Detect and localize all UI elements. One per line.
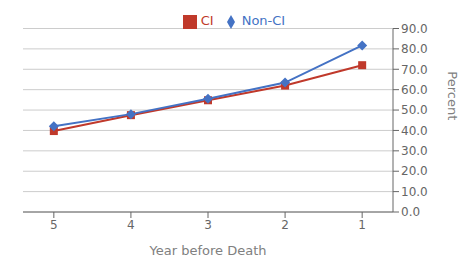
svg-text:50.0: 50.0	[401, 103, 428, 117]
svg-text:1: 1	[358, 218, 366, 232]
svg-text:40.0: 40.0	[401, 124, 428, 138]
html-text:Non-CI: Non-CI	[241, 13, 286, 28]
svg-text:30.0: 30.0	[401, 144, 428, 158]
svg-text:3: 3	[204, 218, 212, 232]
svg-text:Year before Death: Year before Death	[149, 243, 267, 258]
svg-text:60.0: 60.0	[401, 83, 428, 97]
svg-text:5: 5	[50, 218, 58, 232]
svg-text:Percent: Percent	[445, 71, 460, 120]
html-text:CI: CI	[200, 13, 214, 28]
svg-text:80.0: 80.0	[401, 42, 428, 56]
svg-text:20.0: 20.0	[401, 164, 428, 178]
svg-text:2: 2	[281, 218, 289, 232]
svg-text:10.0: 10.0	[401, 185, 428, 199]
svg-text:0.0: 0.0	[401, 205, 420, 219]
svg-text:4: 4	[127, 218, 135, 232]
svg-text:90.0: 90.0	[401, 22, 428, 36]
svg-text:70.0: 70.0	[401, 63, 428, 77]
